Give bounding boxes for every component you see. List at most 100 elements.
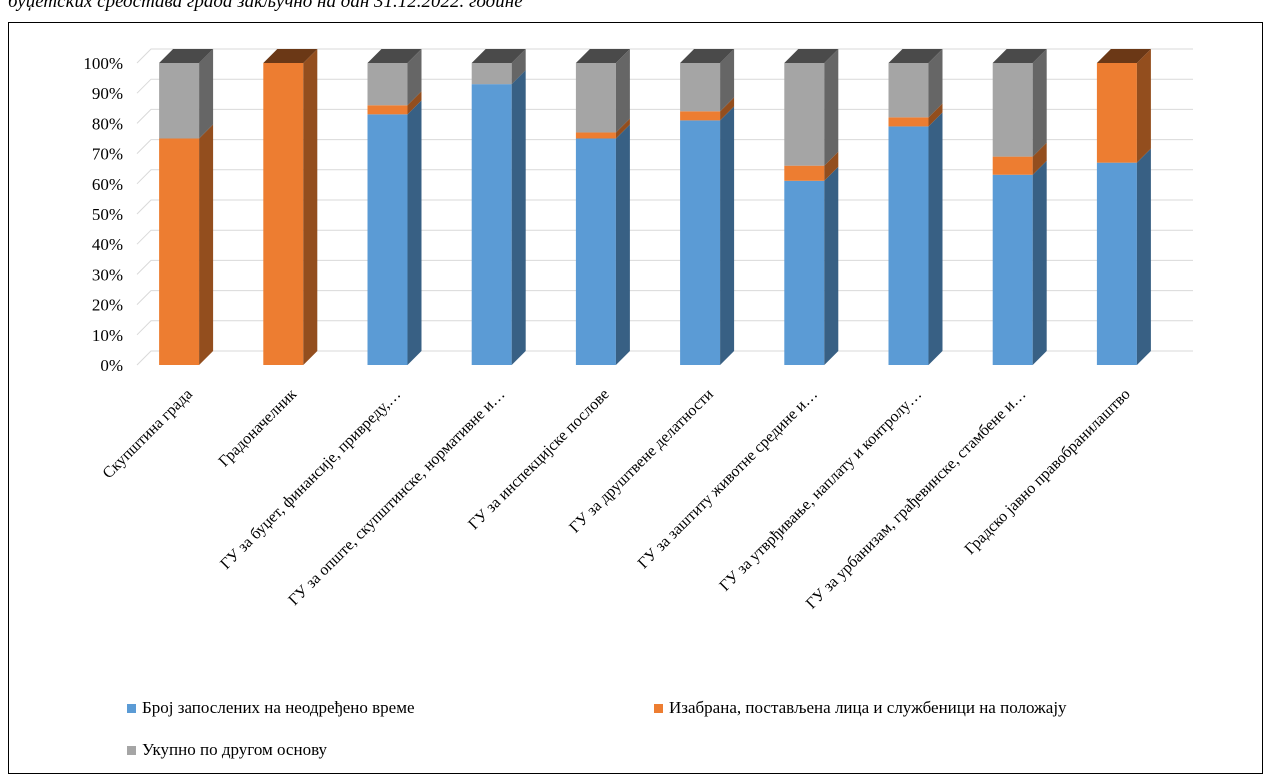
bar-segment-side bbox=[199, 49, 214, 139]
legend-swatch-permanent bbox=[127, 703, 136, 713]
y-tick-label: 70% bbox=[92, 145, 123, 164]
gridline bbox=[136, 229, 1193, 245]
bar-segment-side bbox=[928, 103, 943, 127]
bar-segment bbox=[784, 165, 825, 181]
bar-segment-side bbox=[199, 124, 214, 365]
bar-segment-side bbox=[511, 49, 526, 85]
y-tick-label: 40% bbox=[92, 235, 123, 254]
bar-top-cap bbox=[471, 49, 526, 63]
y-tick-label: 90% bbox=[92, 84, 123, 103]
x-category-label: Градоначелник bbox=[216, 386, 301, 471]
legend-label-other: Укупно по другом основу bbox=[142, 740, 328, 759]
bar-segment-side bbox=[720, 49, 735, 112]
gridline bbox=[136, 350, 1193, 366]
bar-segment-side bbox=[511, 70, 526, 365]
bar-segment bbox=[680, 111, 721, 121]
bar-segment-side bbox=[720, 106, 735, 365]
gridline bbox=[136, 199, 1193, 215]
bar-segment-side bbox=[407, 49, 422, 106]
legend-swatch-elected bbox=[654, 703, 663, 713]
chart-frame: 0% 10% 20% 30% 40% 50% 60% 70% 80% 90% 100% Скупшти… bbox=[8, 22, 1263, 774]
bar-top-cap bbox=[159, 49, 214, 63]
x-category-label: ГУ за урбанизам, грађевинске, стамбене и… bbox=[803, 386, 1030, 613]
bar-segment bbox=[471, 63, 512, 85]
bar-segment bbox=[471, 84, 512, 365]
gridline bbox=[136, 48, 1193, 64]
y-tick-label: 10% bbox=[92, 326, 123, 345]
bar-segment-side bbox=[1136, 148, 1151, 365]
bar-segment bbox=[575, 132, 616, 139]
bar-segment bbox=[784, 180, 825, 365]
legend-item-other: Укупно по другом основу bbox=[127, 740, 327, 760]
stacked-bar-chart: 0% 10% 20% 30% 40% 50% 60% 70% 80% 90% 100% Скупшти… bbox=[83, 48, 1193, 613]
gridline bbox=[136, 320, 1193, 336]
gridline bbox=[136, 108, 1193, 124]
legend-label-permanent: Број запослених на неодређено време bbox=[142, 698, 415, 717]
gridline bbox=[136, 78, 1193, 94]
bar-segment-side bbox=[407, 100, 422, 365]
x-category-label: ГУ за утврђивање, наплату и контролу… bbox=[716, 386, 925, 595]
bar-segment-side bbox=[303, 49, 318, 365]
y-tick-label: 0% bbox=[100, 356, 123, 375]
gridline bbox=[136, 259, 1193, 275]
bar-top-cap bbox=[1096, 49, 1151, 63]
y-tick-label: 20% bbox=[92, 296, 123, 315]
bar-segment-side bbox=[824, 49, 839, 166]
bar-top-cap bbox=[263, 49, 318, 63]
bar-segment bbox=[1096, 63, 1137, 163]
bar-segment bbox=[992, 156, 1033, 175]
bar-segment bbox=[1096, 162, 1137, 365]
gridline bbox=[136, 169, 1193, 185]
bar-segment bbox=[367, 63, 408, 106]
x-category-label: ГУ за буџет, финансије, привреду,… bbox=[217, 386, 404, 573]
y-tick-label: 100% bbox=[83, 54, 123, 73]
bar-segment-side bbox=[615, 49, 630, 133]
legend-swatch-other bbox=[127, 745, 136, 755]
bar-segment-side bbox=[720, 97, 735, 121]
bar-segment-side bbox=[1136, 49, 1151, 163]
bar-segment bbox=[263, 63, 304, 365]
bar-segment bbox=[888, 63, 929, 118]
bar-segment bbox=[367, 114, 408, 365]
figure-caption: буџетских средстава града закључно на да… bbox=[8, 0, 523, 12]
bar-segment-side bbox=[824, 166, 839, 365]
legend-item-permanent: Број запослених на неодређено време bbox=[127, 698, 415, 718]
bar-top-cap bbox=[992, 49, 1047, 63]
bar-top-cap bbox=[888, 49, 943, 63]
x-category-label: Градско јавно правобранилаштво bbox=[962, 386, 1134, 558]
y-tick-label: 30% bbox=[92, 265, 123, 284]
bar-segment-side bbox=[824, 151, 839, 181]
bar-segment-side bbox=[1032, 142, 1047, 175]
bar-segment-side bbox=[928, 112, 943, 365]
bar-segment bbox=[575, 63, 616, 133]
bar-segment-side bbox=[928, 49, 943, 118]
bar-segment-side bbox=[1032, 49, 1047, 157]
bar-segment bbox=[575, 138, 616, 365]
x-category-label: ГУ за заштиту животне средине и… bbox=[635, 386, 821, 572]
bar-segment-side bbox=[615, 124, 630, 365]
bar-top-cap bbox=[784, 49, 839, 63]
bar-segment-side bbox=[615, 118, 630, 139]
bar-segment bbox=[159, 138, 200, 365]
bar-segment bbox=[367, 105, 408, 115]
bar-segment bbox=[992, 174, 1033, 365]
bar-top-cap bbox=[680, 49, 735, 63]
bar-top-cap bbox=[575, 49, 630, 63]
bar-top-cap bbox=[367, 49, 422, 63]
y-tick-label: 60% bbox=[92, 175, 123, 194]
bar-segment-side bbox=[1032, 160, 1047, 365]
bar-segment bbox=[680, 120, 721, 365]
legend-label-elected: Изабрана, постављена лица и службеници н… bbox=[669, 698, 1067, 717]
bar-segment bbox=[680, 63, 721, 112]
bar-segment bbox=[888, 117, 929, 127]
gridline bbox=[136, 290, 1193, 305]
bar-segment bbox=[159, 63, 200, 139]
bar-segment bbox=[992, 63, 1033, 157]
bar-segment bbox=[784, 63, 825, 166]
gridline bbox=[136, 139, 1193, 154]
legend-item-elected: Изабрана, постављена лица и службеници н… bbox=[654, 698, 1067, 718]
bar-segment-side bbox=[407, 91, 422, 115]
y-tick-label: 80% bbox=[92, 114, 123, 133]
x-category-label: ГУ за опште, скупштинске, нормативне и… bbox=[285, 386, 508, 609]
x-category-label: Скупштина града bbox=[100, 386, 196, 482]
